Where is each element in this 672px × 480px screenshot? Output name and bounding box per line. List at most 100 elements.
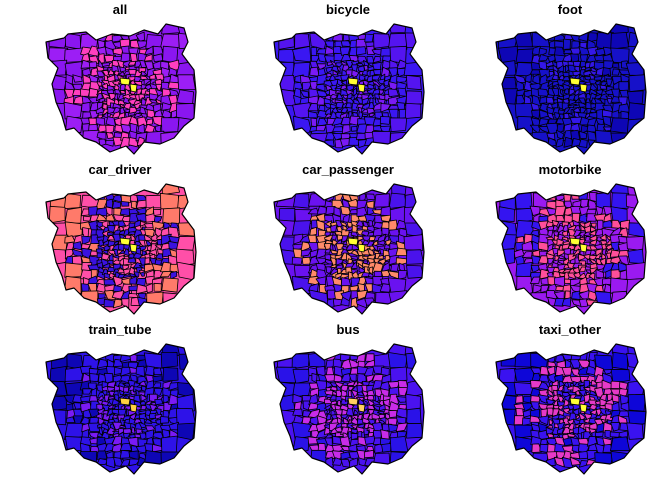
zone bbox=[106, 89, 115, 95]
zone bbox=[154, 398, 164, 406]
zone bbox=[140, 271, 145, 277]
zone bbox=[293, 265, 311, 278]
zone bbox=[515, 395, 524, 404]
zones bbox=[496, 344, 646, 474]
map-panels: all bicycle foot car_driver car_passenger mot… bbox=[45, 2, 647, 475]
zone bbox=[159, 192, 179, 210]
zone bbox=[65, 115, 84, 134]
panel-title: car_driver bbox=[89, 162, 152, 177]
zone bbox=[82, 111, 92, 120]
zone bbox=[335, 62, 344, 67]
zone bbox=[133, 112, 143, 119]
zone bbox=[129, 193, 139, 203]
zone bbox=[572, 408, 580, 416]
zone bbox=[129, 374, 138, 383]
zone bbox=[291, 256, 303, 265]
zones bbox=[46, 184, 196, 314]
zone bbox=[589, 403, 599, 411]
zone bbox=[610, 368, 631, 384]
panel-title: motorbike bbox=[539, 162, 602, 177]
zone bbox=[376, 411, 386, 415]
zone bbox=[324, 254, 332, 261]
zones bbox=[274, 344, 424, 474]
zone bbox=[513, 382, 534, 396]
zone bbox=[547, 80, 554, 87]
zone bbox=[594, 452, 615, 468]
zone-highlight bbox=[347, 237, 359, 246]
panel-title: bicycle bbox=[326, 2, 370, 17]
zone bbox=[551, 87, 559, 97]
map-panel-taxi-other: taxi_other bbox=[495, 322, 647, 475]
zone bbox=[133, 386, 142, 393]
zone bbox=[546, 425, 553, 429]
zone bbox=[546, 97, 555, 104]
zone bbox=[291, 220, 311, 236]
zone bbox=[627, 102, 646, 121]
zone bbox=[278, 32, 295, 50]
zone bbox=[515, 62, 534, 77]
zone bbox=[515, 262, 533, 277]
zone bbox=[326, 407, 330, 415]
zone bbox=[315, 422, 327, 433]
zone bbox=[135, 445, 147, 454]
zone bbox=[95, 207, 108, 217]
zone bbox=[332, 126, 344, 132]
zone bbox=[571, 290, 581, 300]
region-outline bbox=[45, 183, 197, 315]
zone bbox=[316, 48, 328, 56]
region-outline bbox=[273, 23, 425, 155]
zone bbox=[564, 290, 571, 299]
zone-highlight bbox=[579, 403, 588, 413]
zone bbox=[144, 257, 151, 265]
zones bbox=[496, 184, 646, 314]
zone bbox=[594, 284, 604, 293]
zone bbox=[136, 40, 148, 49]
zone bbox=[120, 366, 131, 377]
zone bbox=[388, 32, 408, 50]
zone bbox=[388, 24, 408, 34]
panel-title: bus bbox=[336, 322, 359, 337]
zone bbox=[153, 367, 163, 375]
zone bbox=[387, 351, 408, 369]
zone bbox=[395, 247, 408, 256]
zone bbox=[578, 266, 587, 273]
zone bbox=[365, 193, 376, 201]
zone bbox=[356, 449, 366, 461]
zone bbox=[64, 262, 83, 278]
zone bbox=[388, 192, 407, 209]
zone bbox=[162, 292, 178, 306]
zone bbox=[135, 31, 145, 42]
zone bbox=[162, 394, 169, 404]
zone bbox=[336, 92, 344, 100]
zone bbox=[625, 262, 646, 280]
zone bbox=[575, 390, 581, 396]
zone bbox=[340, 277, 352, 288]
region-outline bbox=[495, 183, 647, 315]
zone bbox=[555, 137, 565, 148]
zone bbox=[292, 408, 303, 417]
zone bbox=[610, 290, 628, 308]
zone bbox=[596, 263, 607, 271]
zone bbox=[538, 374, 550, 383]
zone bbox=[64, 206, 83, 225]
zone bbox=[309, 387, 320, 398]
zone bbox=[610, 421, 621, 432]
zone bbox=[395, 396, 408, 403]
zone bbox=[121, 298, 130, 309]
zone bbox=[363, 449, 374, 459]
zone bbox=[88, 61, 98, 69]
zone bbox=[531, 443, 542, 453]
zone bbox=[161, 184, 181, 196]
region-outline bbox=[45, 23, 197, 155]
zone bbox=[119, 66, 126, 73]
zone bbox=[405, 351, 424, 370]
zone bbox=[372, 276, 384, 286]
zones bbox=[46, 24, 196, 154]
zone bbox=[335, 102, 344, 109]
zone bbox=[48, 248, 67, 266]
zone bbox=[626, 236, 645, 251]
zone bbox=[160, 351, 179, 369]
zone bbox=[130, 200, 137, 210]
zone bbox=[292, 193, 310, 209]
zone bbox=[530, 265, 541, 273]
